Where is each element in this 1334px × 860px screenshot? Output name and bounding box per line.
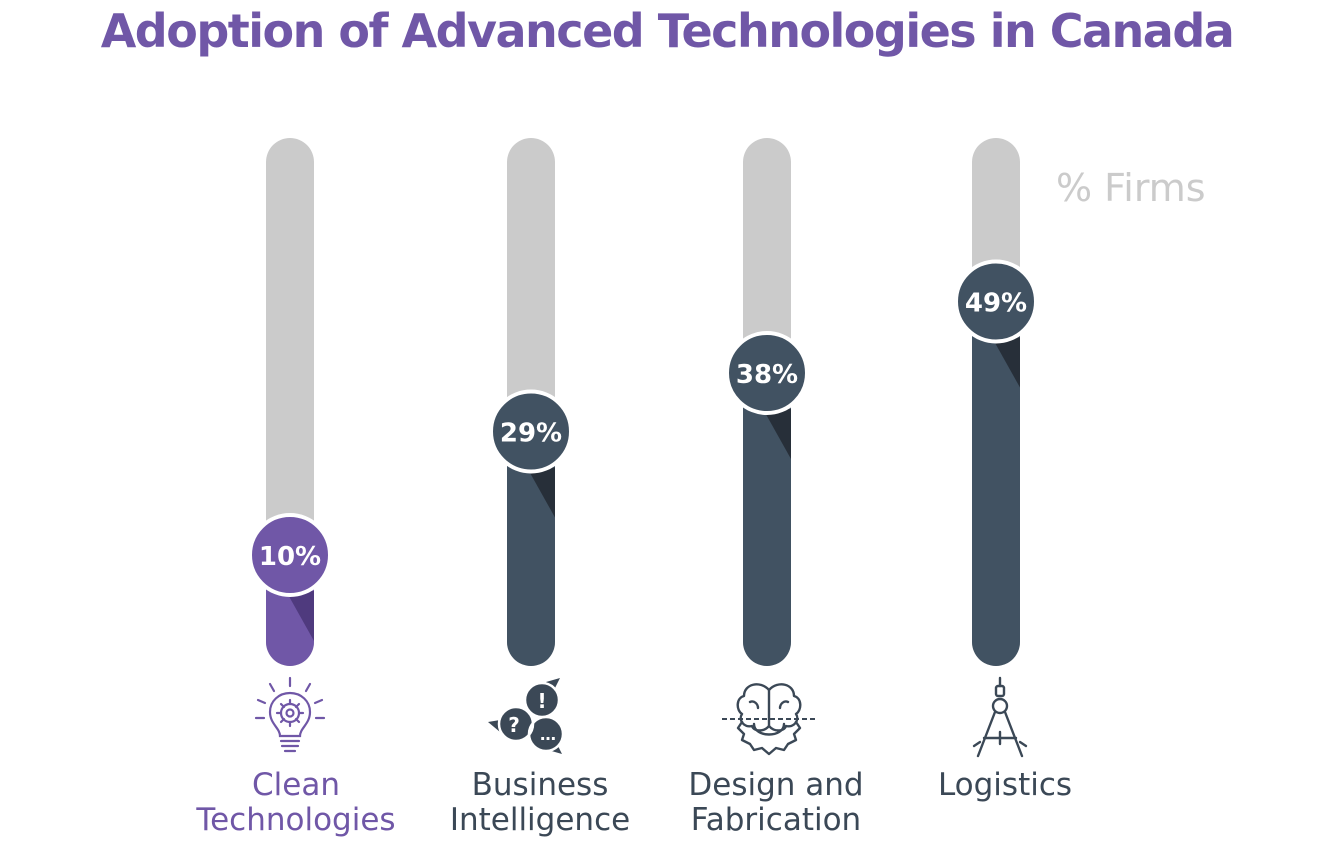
category-label: Business Intelligence [449, 767, 631, 838]
speech-bubbles-icon: ! ? … [488, 678, 565, 754]
bar-group: 10% [248, 138, 332, 666]
data-label: 29% [500, 419, 562, 449]
data-label: 38% [736, 360, 798, 390]
data-label: 10% [259, 542, 321, 572]
category-label: Design and Fabrication [688, 767, 864, 838]
lightbulb-gear-icon [254, 676, 326, 753]
value-badge [489, 389, 573, 474]
bar-shadow [286, 591, 314, 641]
bar [972, 301, 1020, 666]
category-label: Logistics [937, 767, 1073, 803]
bar [743, 373, 791, 666]
svg-text:…: … [540, 725, 556, 744]
bar-shadow [763, 409, 791, 459]
data-label: 49% [965, 289, 1027, 319]
chart-title: Adoption of Advanced Technologies in Can… [100, 4, 1235, 58]
value-badge [248, 513, 332, 597]
svg-text:?: ? [508, 713, 520, 737]
category-label: Clean Technologies [196, 767, 396, 838]
bar-group: 38% [725, 138, 809, 666]
bar-group: 29% [489, 138, 573, 666]
drafting-compass-icon [972, 676, 1028, 758]
svg-text:!: ! [537, 689, 546, 713]
value-badge [725, 331, 809, 415]
bar-shadow [527, 467, 555, 518]
brain-gear-icon [722, 683, 816, 756]
value-badge [954, 259, 1038, 344]
bar-group: 49% [954, 138, 1038, 666]
bar-shadow [992, 337, 1020, 388]
unit-label: % Firms [1056, 166, 1206, 210]
